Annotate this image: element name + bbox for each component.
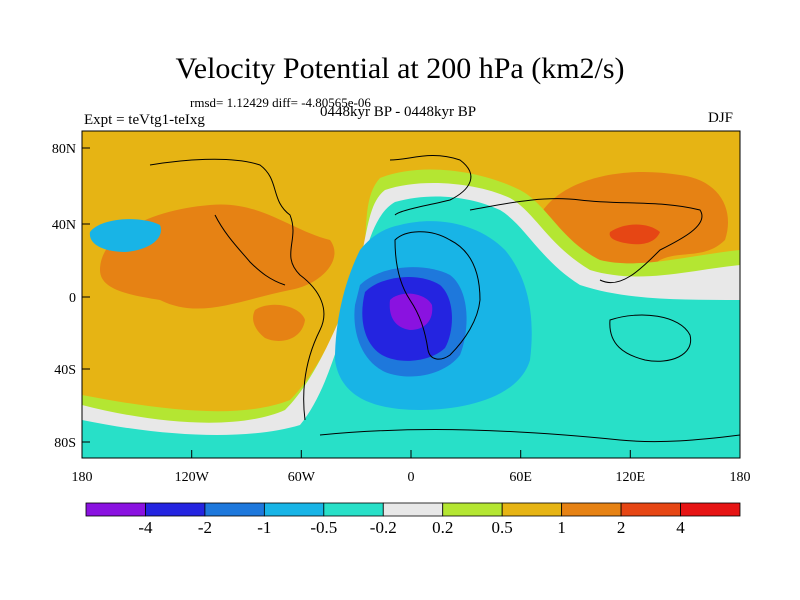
experiment-label: Expt = teVtg1-teIxg xyxy=(84,112,205,128)
y-tick-label: 40N xyxy=(52,218,76,233)
colorbar-label: 4 xyxy=(676,518,685,537)
colorbar-swatch xyxy=(561,502,622,517)
colorbar-label: 0.5 xyxy=(491,518,513,537)
y-tick-label: 80S xyxy=(54,436,76,451)
y-tick-label: 40S xyxy=(54,363,76,378)
y-axis: 80N 40N 0 40S 80S xyxy=(52,142,90,451)
colorbar-swatch xyxy=(442,502,503,517)
colorbar-swatch xyxy=(85,502,146,517)
y-tick-label: 80N xyxy=(52,142,76,157)
x-axis: 180 120W 60W 0 60E 120E 180 xyxy=(72,450,751,485)
colorbar-label: -0.5 xyxy=(310,518,338,537)
contour-field xyxy=(82,131,740,458)
colorbar-label: -1 xyxy=(257,518,272,537)
x-tick-label: 120E xyxy=(616,470,646,485)
y-tick-label: 0 xyxy=(69,291,76,306)
contour-light-blue-pacific xyxy=(89,219,161,252)
stats-text: rmsd= 1.12429 diff= -4.80565e-06 xyxy=(190,95,371,110)
x-tick-label: 60W xyxy=(288,470,316,485)
colorbar-swatch xyxy=(382,502,444,517)
colorbar-label: -4 xyxy=(138,518,153,537)
colorbar xyxy=(85,502,741,517)
colorbar-label: 0.2 xyxy=(432,518,454,537)
contour-level-4 xyxy=(609,224,660,245)
contour-purple xyxy=(389,293,433,330)
colorbar-swatch xyxy=(620,502,681,517)
colorbar-swatch xyxy=(204,502,265,517)
colorbar-label: 2 xyxy=(616,518,626,537)
colorbar-swatch xyxy=(145,502,206,517)
x-tick-label: 0 xyxy=(408,470,415,485)
colorbar-label: 1 xyxy=(557,518,566,537)
period-label: 0448kyr BP - 0448kyr BP xyxy=(320,104,477,120)
season-label: DJF xyxy=(708,110,734,126)
x-tick-label: 180 xyxy=(72,470,93,485)
colorbar-swatch xyxy=(680,502,741,517)
map-title: Velocity Potential at 200 hPa (km2/s) xyxy=(175,52,625,85)
x-tick-label: 180 xyxy=(730,470,751,485)
colorbar-label: -2 xyxy=(197,518,212,537)
contour-level-2-sa xyxy=(253,304,305,341)
colorbar-swatch xyxy=(263,502,325,517)
colorbar-label: -0.2 xyxy=(369,518,397,537)
colorbar-swatch xyxy=(501,502,563,517)
x-tick-label: 60E xyxy=(509,470,532,485)
coastlines xyxy=(149,155,740,443)
colorbar-swatch xyxy=(323,502,384,517)
x-tick-label: 120W xyxy=(175,470,210,485)
